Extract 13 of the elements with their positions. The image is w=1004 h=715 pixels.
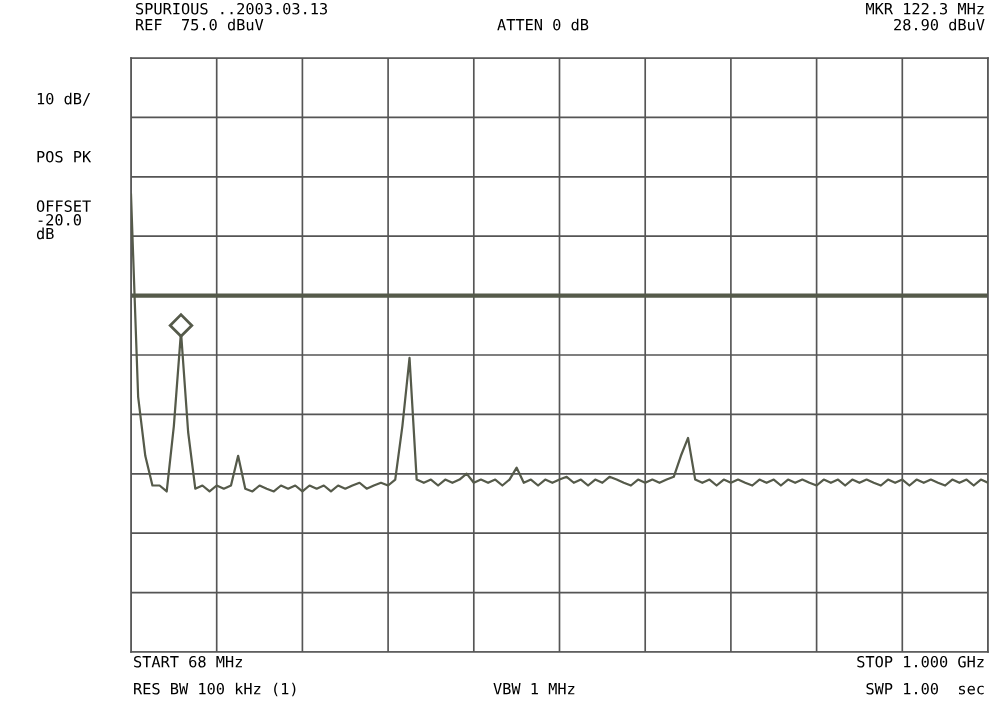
text: STOP 1.000 GHz [857,655,984,668]
text: POS PK [37,150,92,163]
text: MKR 122.3 MHz [866,2,984,15]
text: 10 dB/ [37,92,91,106]
text: ATTEN 0 dB [497,18,589,31]
text: OFFSET -20.0 dB [36,200,91,240]
text: 28.90 dBuV [894,18,985,31]
text: START 68 MHz [134,655,242,668]
chart-title: SPURIOUS ..2003.03.13 [136,2,328,15]
text: RES BW 100 kHz (1) [134,682,296,697]
text: REF 75.0 dBuV [136,18,264,31]
text: VBW 1 MHz [493,683,575,695]
text: SWP 1.00 sec [866,682,984,695]
